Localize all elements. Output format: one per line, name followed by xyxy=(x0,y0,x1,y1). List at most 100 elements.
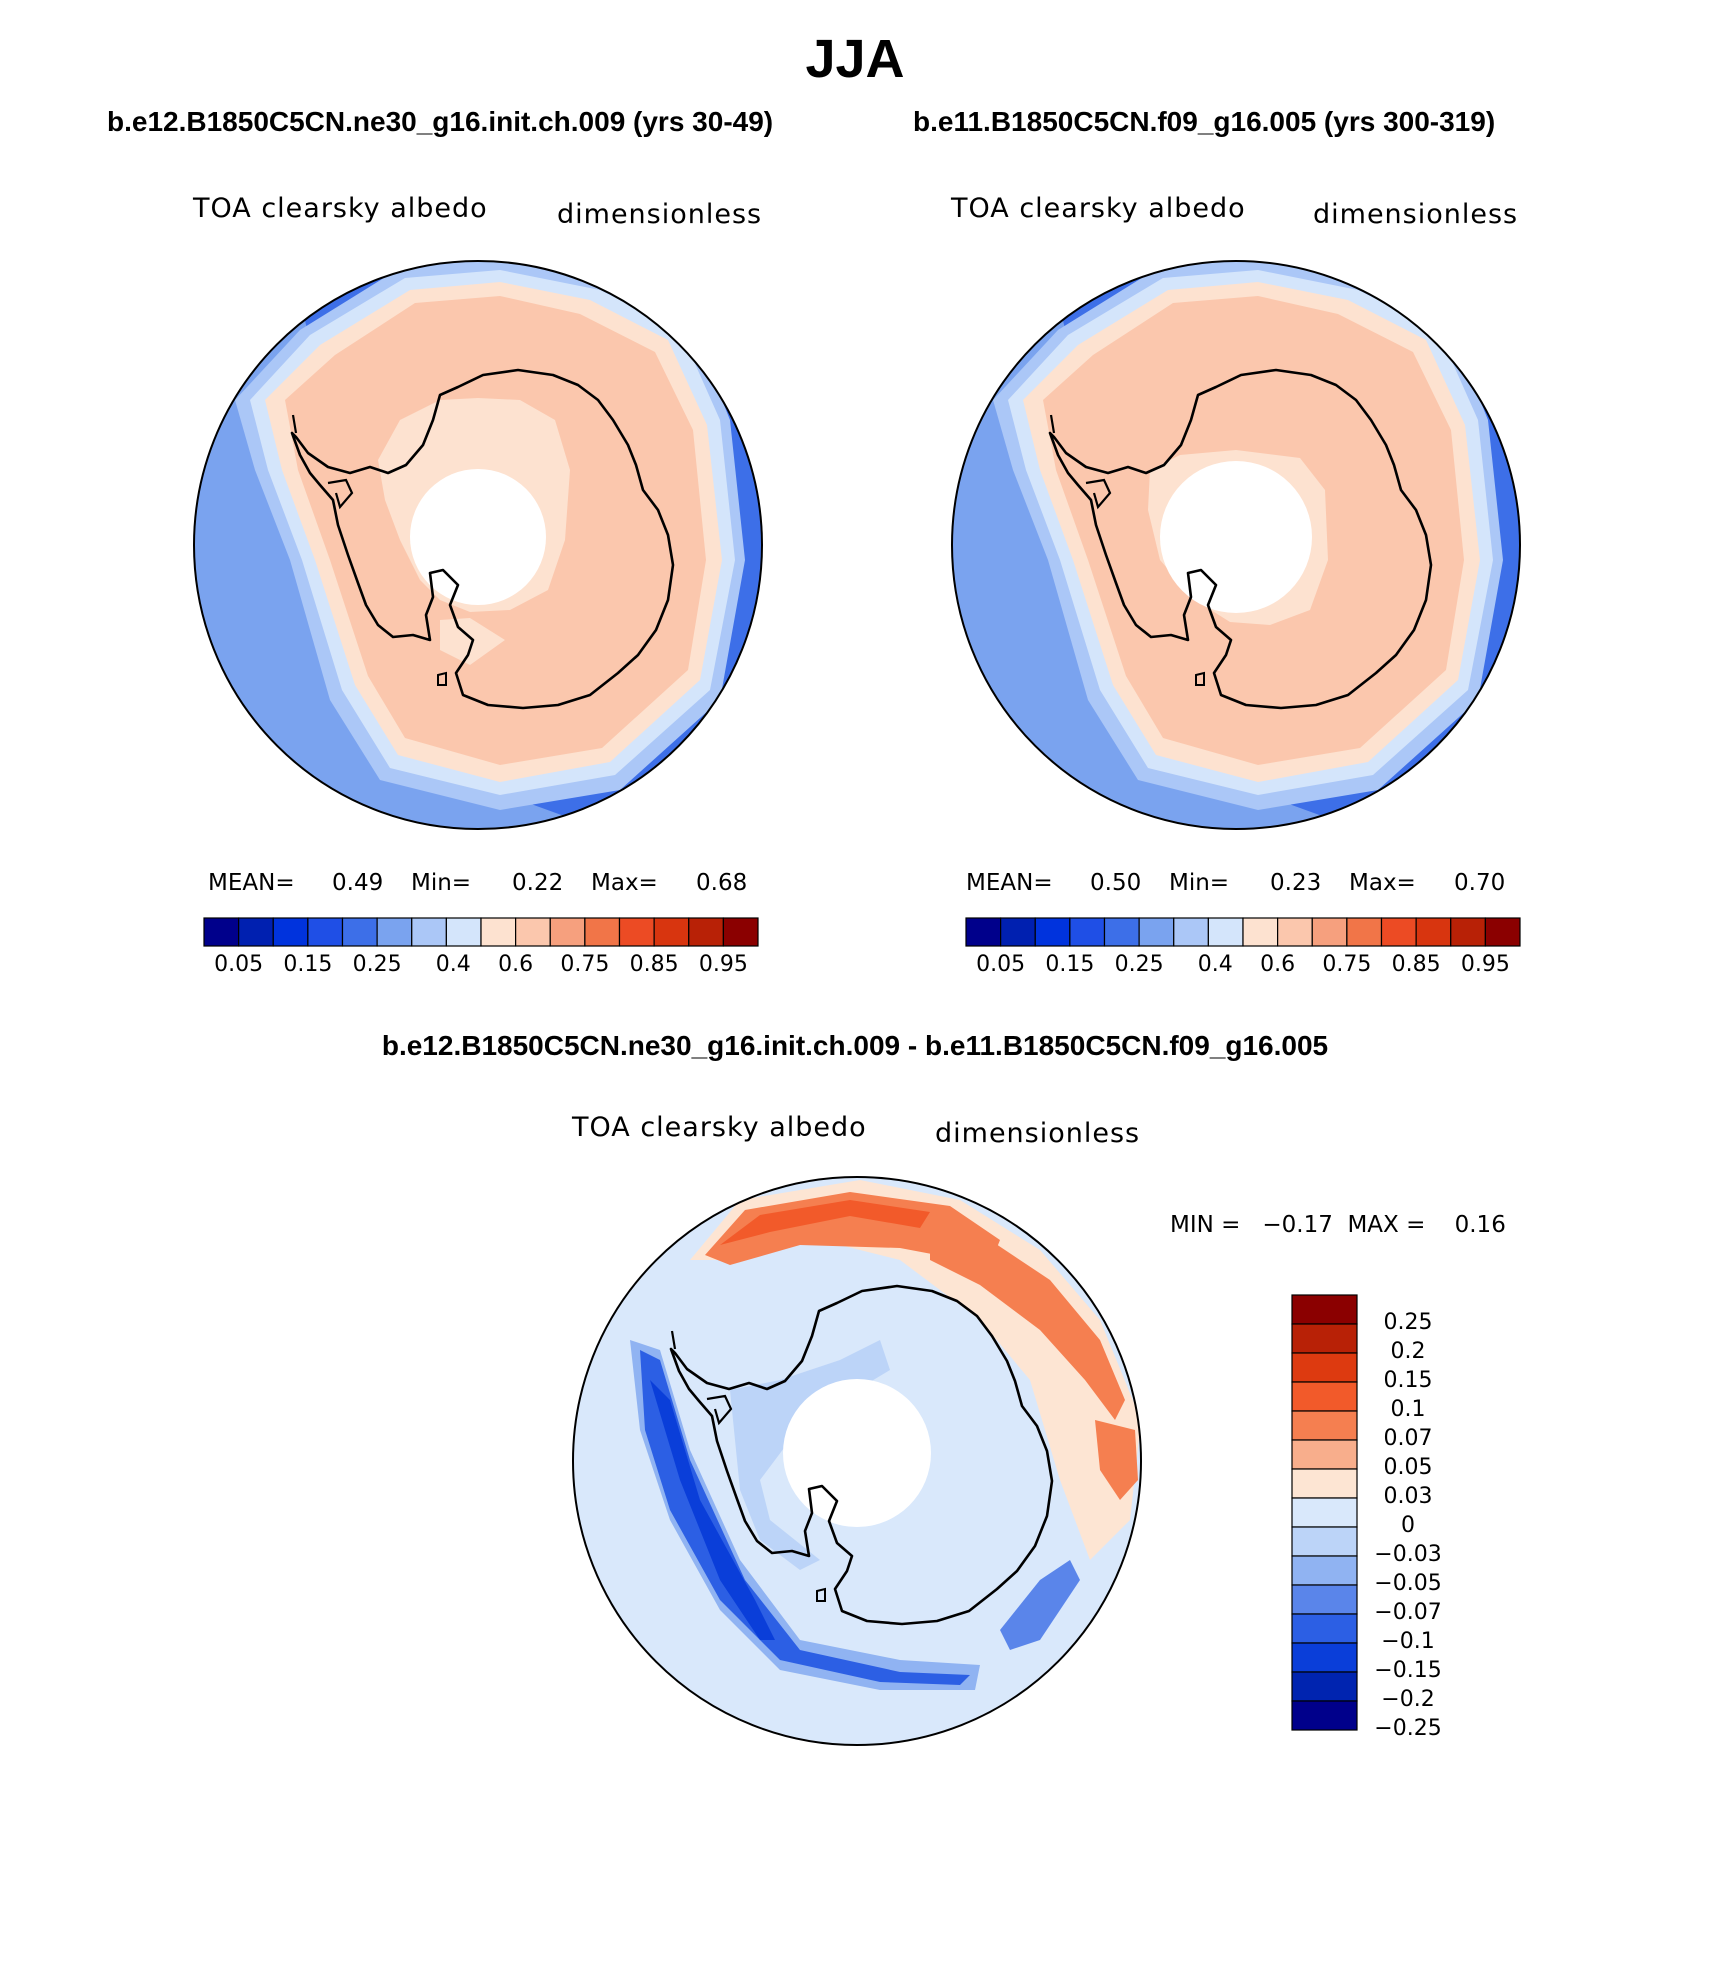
difference-colorbar-box xyxy=(1291,1439,1358,1470)
panel1-colorbar-box xyxy=(515,917,551,947)
panel1-min-label: Min= xyxy=(411,870,472,896)
difference-colorbar-label: 0.03 xyxy=(1383,1484,1433,1509)
panel2-colorbar-box xyxy=(965,917,1002,947)
difference-variable-label: TOA clearsky albedo xyxy=(572,1112,867,1143)
panel2-colorbar-box xyxy=(1311,917,1348,947)
panel2-min-value: 0.23 xyxy=(1270,870,1322,896)
panel2-colorbar-tick-label: 0.85 xyxy=(1391,952,1441,977)
panel1-colorbar-box xyxy=(238,917,274,947)
season-title: JJA xyxy=(805,29,905,89)
panel2-mean-label: MEAN= xyxy=(966,870,1053,896)
difference-colorbar-box xyxy=(1291,1381,1358,1412)
panel1-case-title: b.e12.B1850C5CN.ne30_g16.init.ch.009 (yr… xyxy=(107,106,774,137)
panel2-colorbar xyxy=(965,917,1521,947)
difference-colorbar-label: −0.2 xyxy=(1381,1687,1435,1712)
panel1-colorbar-tick-label: 0.6 xyxy=(498,952,534,977)
difference-colorbar-label: −0.07 xyxy=(1374,1600,1442,1625)
panel2-colorbar-tick-label: 0.75 xyxy=(1322,952,1372,977)
panel1-colorbar-tick-label: 0.15 xyxy=(283,952,333,977)
panel1-colorbar-box xyxy=(618,917,655,947)
panel2-colorbar-tick-label: 0.15 xyxy=(1045,952,1095,977)
panel1-colorbar-box xyxy=(688,917,724,947)
panel2-colorbar-box xyxy=(1380,917,1417,947)
panel1-colorbar-tick-label: 0.05 xyxy=(214,952,264,977)
panel2-colorbar-box xyxy=(1484,917,1521,947)
panel1-colorbar-tick-label: 0.95 xyxy=(698,952,748,977)
panel1-colorbar-tick-label: 0.4 xyxy=(435,952,471,977)
panel2-colorbar-box xyxy=(1277,917,1313,947)
difference-colorbar-label: −0.05 xyxy=(1374,1571,1442,1596)
panel2-mean-value: 0.50 xyxy=(1090,870,1142,896)
panel2-colorbar-box xyxy=(1103,917,1140,947)
panel1-max-label: Max= xyxy=(591,870,658,896)
panel2-colorbar-box xyxy=(1138,917,1175,947)
difference-units-label: dimensionless xyxy=(935,1118,1141,1149)
difference-colorbar-label: 0 xyxy=(1401,1513,1415,1538)
panel2-colorbar-box xyxy=(1000,917,1036,947)
panel1-colorbar-box xyxy=(341,917,378,947)
panel2-colorbar-box xyxy=(1034,917,1071,947)
difference-minmax-text: MIN = −0.17 MAX = 0.16 xyxy=(1170,1212,1506,1238)
panel2-case-title: b.e11.B1850C5CN.f09_g16.005 (yrs 300-319… xyxy=(913,106,1496,137)
difference-colorbar-label: −0.25 xyxy=(1374,1716,1442,1741)
panel1-colorbar-box xyxy=(445,917,482,947)
panel2-colorbar-box xyxy=(1173,917,1209,947)
difference-map xyxy=(572,1176,1142,1746)
panel1-variable-label: TOA clearsky albedo xyxy=(193,193,488,224)
difference-colorbar-box xyxy=(1291,1700,1358,1731)
panel1-colorbar-box xyxy=(376,917,413,947)
panel2-variable-label: TOA clearsky albedo xyxy=(951,193,1246,224)
difference-colorbar-label: 0.1 xyxy=(1390,1397,1426,1422)
difference-colorbar-label: 0.2 xyxy=(1390,1339,1426,1364)
panel1-colorbar-box xyxy=(584,917,621,947)
panel2-colorbar-box xyxy=(1450,917,1486,947)
panel1-colorbar-box xyxy=(411,917,447,947)
difference-colorbar-box xyxy=(1291,1294,1358,1325)
panel2-colorbar-tick-label: 0.25 xyxy=(1114,952,1164,977)
panel1-max-value: 0.68 xyxy=(696,870,748,896)
difference-colorbar-label: −0.15 xyxy=(1374,1658,1442,1683)
panel2-colorbar-box xyxy=(1207,917,1244,947)
panel1-colorbar-tick-label: 0.85 xyxy=(629,952,679,977)
panel1-colorbar xyxy=(203,917,759,947)
panel2-min-label: Min= xyxy=(1169,870,1230,896)
panel2-colorbar-box xyxy=(1346,917,1383,947)
panel1-colorbar-box xyxy=(272,917,309,947)
difference-colorbar-box xyxy=(1291,1410,1358,1441)
panel2-colorbar-tick-label: 0.05 xyxy=(976,952,1026,977)
difference-colorbar-box xyxy=(1291,1497,1358,1528)
difference-colorbar-label: 0.25 xyxy=(1383,1310,1433,1335)
difference-colorbar-box xyxy=(1291,1352,1358,1383)
difference-colorbar-box xyxy=(1291,1555,1358,1586)
difference-colorbar-box xyxy=(1291,1584,1358,1615)
panel2-colorbar-box xyxy=(1415,917,1452,947)
panel1-map xyxy=(193,260,763,830)
panel1-min-value: 0.22 xyxy=(512,870,564,896)
panel1-colorbar-box xyxy=(203,917,240,947)
difference-colorbar-label: 0.07 xyxy=(1383,1426,1433,1451)
difference-colorbar-box xyxy=(1291,1613,1358,1644)
panel2-colorbar-box xyxy=(1069,917,1106,947)
difference-colorbar-label: −0.1 xyxy=(1381,1629,1435,1654)
difference-colorbar-box xyxy=(1291,1526,1358,1557)
difference-title: b.e12.B1850C5CN.ne30_g16.init.ch.009 - b… xyxy=(381,1030,1329,1061)
difference-colorbar-box xyxy=(1291,1642,1358,1673)
panel1-colorbar-box xyxy=(307,917,344,947)
panel1-colorbar-box xyxy=(653,917,690,947)
panel2-max-label: Max= xyxy=(1349,870,1416,896)
panel2-colorbar-box xyxy=(1242,917,1279,947)
panel2-colorbar-tick-label: 0.4 xyxy=(1197,952,1233,977)
panel1-colorbar-box xyxy=(549,917,586,947)
difference-colorbar-box xyxy=(1291,1671,1358,1702)
panel1-mean-label: MEAN= xyxy=(208,870,295,896)
difference-colorbar-box xyxy=(1291,1468,1358,1499)
panel1-colorbar-tick-label: 0.25 xyxy=(352,952,402,977)
panel2-colorbar-tick-label: 0.6 xyxy=(1260,952,1296,977)
panel2-colorbar-tick-label: 0.95 xyxy=(1460,952,1510,977)
difference-colorbar-label: 0.15 xyxy=(1383,1368,1433,1393)
panel2-map xyxy=(951,260,1521,830)
panel1-mean-value: 0.49 xyxy=(332,870,384,896)
difference-colorbar-label: 0.05 xyxy=(1383,1455,1433,1480)
panel2-units-label: dimensionless xyxy=(1313,199,1519,230)
